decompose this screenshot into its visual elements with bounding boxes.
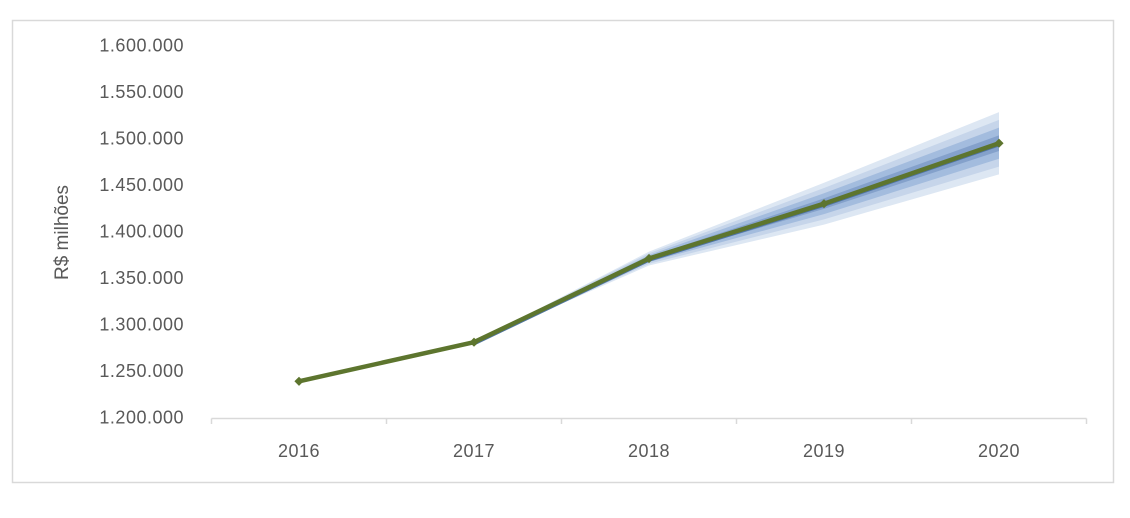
series-marker-diamond — [469, 337, 479, 347]
y-axis-tick-label: 1.450.000 — [99, 175, 184, 195]
y-axis-tick-label: 1.200.000 — [99, 407, 184, 427]
y-axis-tick-label: 1.350.000 — [99, 268, 184, 288]
chart-frame — [11, 19, 1115, 484]
series-marker-diamond — [819, 199, 829, 209]
series-marker-diamond — [294, 376, 304, 386]
y-axis-tick-label: 1.250.000 — [99, 361, 184, 381]
y-axis-tick-label: 1.300.000 — [99, 314, 184, 334]
y-axis-tick-label: 1.400.000 — [99, 221, 184, 241]
y-axis-title: R$ milhões — [52, 185, 73, 280]
x-axis-tick-label: 2018 — [628, 441, 670, 461]
x-axis-tick-label: 2019 — [803, 441, 845, 461]
x-axis-tick-label: 2016 — [278, 441, 320, 461]
x-axis-tick-label: 2017 — [453, 441, 495, 461]
series-marker-diamond — [644, 253, 654, 264]
fan-band-3 — [474, 127, 999, 343]
series-marker-diamond — [994, 138, 1004, 148]
x-axis-tick-label: 2020 — [978, 441, 1020, 461]
y-axis-tick-label: 1.500.000 — [99, 128, 184, 148]
y-axis-tick-label: 1.550.000 — [99, 82, 184, 102]
y-axis-tick-label: 1.600.000 — [99, 35, 184, 55]
